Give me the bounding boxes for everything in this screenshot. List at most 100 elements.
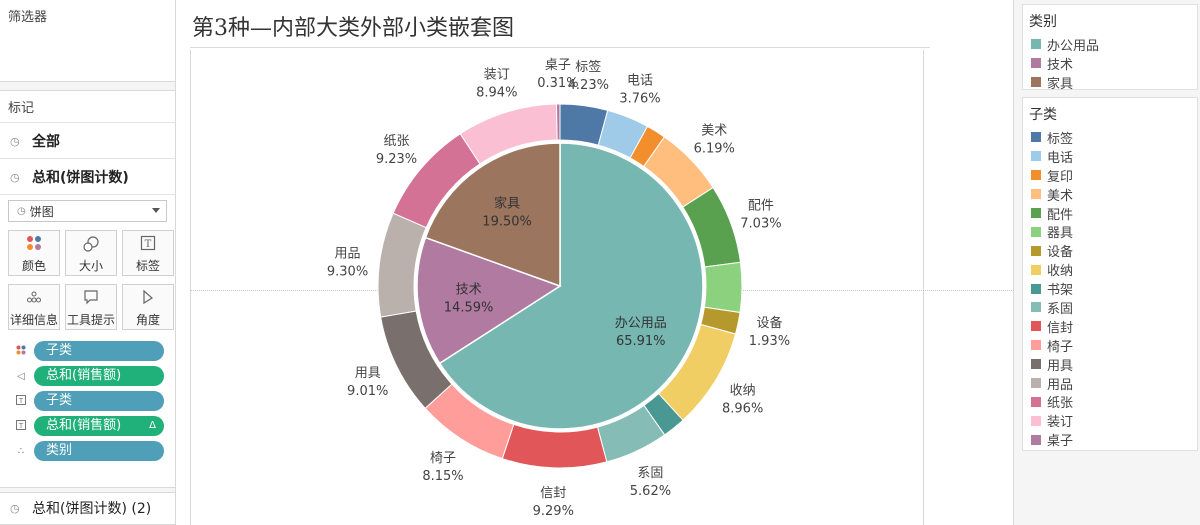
legend-label: 系固 [1047, 298, 1073, 317]
legend-label: 器具 [1047, 222, 1073, 241]
category-legend-item[interactable]: 办公用品 [1023, 35, 1197, 54]
subcategory-legend-item[interactable]: 装订 [1023, 411, 1197, 430]
filters-title: 筛选器 [0, 0, 175, 31]
tooltip-button[interactable]: 工具提示 [65, 284, 117, 330]
outer-slice-label: 装订 [484, 68, 510, 83]
size-icon [66, 235, 116, 257]
subcategory-legend-item[interactable]: 桌子 [1023, 430, 1197, 449]
outer-slice-value: 5.62% [630, 484, 671, 499]
category-legend-item[interactable]: 家具 [1023, 73, 1197, 92]
subcategory-legend-item[interactable]: 设备 [1023, 241, 1197, 260]
legend-swatch [1031, 284, 1041, 294]
mark-type-dropdown[interactable]: ◷ 饼图 [8, 200, 167, 222]
subcategory-legend-item[interactable]: 书架 [1023, 279, 1197, 298]
outer-slice-value: 9.23% [376, 152, 417, 167]
legend-swatch [1031, 359, 1041, 369]
pill-row-label-sales[interactable]: T 总和(销售额) Δ [14, 415, 164, 437]
subcategory-legend-item[interactable]: 复印 [1023, 166, 1197, 185]
pill-category[interactable]: 类别 [34, 441, 164, 461]
delta-icon: Δ [149, 416, 156, 436]
detail-icon [9, 289, 59, 311]
mark-type-value: 饼图 [30, 203, 54, 220]
legend-swatch [1031, 39, 1041, 49]
legend-label: 信封 [1047, 317, 1073, 336]
legend-label: 用具 [1047, 355, 1073, 374]
subcategory-legend-item[interactable]: 标签 [1023, 128, 1197, 147]
marks-all-tab[interactable]: ◷ 全部 [0, 123, 175, 159]
marks-all-label: 全部 [32, 131, 60, 151]
subcategory-legend-title: 子类 [1023, 98, 1197, 128]
outer-slice-value: 8.94% [476, 86, 517, 101]
legend-swatch [1031, 58, 1041, 68]
subcategory-legend-item[interactable]: 收纳 [1023, 260, 1197, 279]
outer-slice-label: 用具 [355, 366, 381, 381]
subcategory-legend-item[interactable]: 用品 [1023, 374, 1197, 393]
subcategory-legend-item[interactable]: 纸张 [1023, 392, 1197, 411]
legend-swatch [1031, 416, 1041, 426]
pill-row-color-subcategory[interactable]: 子类 [14, 340, 164, 362]
label-button[interactable]: T 标签 [122, 230, 174, 276]
tooltip-icon [66, 289, 116, 311]
legend-swatch [1031, 227, 1041, 237]
outer-slice[interactable] [704, 262, 742, 312]
color-button[interactable]: 颜色 [8, 230, 60, 276]
category-legend-item[interactable]: 技术 [1023, 54, 1197, 73]
svg-text:T: T [18, 397, 24, 405]
marks-sum-label: 总和(饼图计数) [32, 167, 129, 187]
outer-slice-label: 收纳 [730, 384, 756, 399]
pill-subcategory[interactable]: 子类 [34, 341, 164, 361]
subcategory-legend-item[interactable]: 用具 [1023, 355, 1197, 374]
inner-slice-value: 19.50% [482, 215, 532, 230]
clock-icon: ◷ [10, 502, 22, 514]
pill-subcategory-label[interactable]: 子类 [34, 391, 164, 411]
legend-label: 装订 [1047, 411, 1073, 430]
inner-slice-value: 14.59% [444, 300, 494, 315]
subcategory-legend-item[interactable]: 配件 [1023, 204, 1197, 223]
pill-row-label-subcategory[interactable]: T 子类 [14, 390, 164, 412]
marks-sum-tab[interactable]: ◷ 总和(饼图计数) [0, 159, 175, 195]
legend-swatch [1031, 265, 1041, 275]
subcategory-legend: 子类 标签 电话 复印 美术 配件 器具 设备 收纳 书架 系固 信封 椅子 用具 用品 纸张 装订 桌子 [1022, 97, 1198, 451]
pill-sum-sales[interactable]: 总和(销售额) [34, 366, 164, 386]
legend-label: 美术 [1047, 185, 1073, 204]
size-button-label: 大小 [79, 259, 103, 273]
label-icon: T [14, 420, 28, 433]
outer-slice[interactable] [556, 104, 560, 140]
subcategory-legend-item[interactable]: 系固 [1023, 298, 1197, 317]
category-legend: 类别 办公用品 技术 家具 [1022, 4, 1198, 90]
pill-row-detail-category[interactable]: ∴ 类别 [14, 440, 164, 462]
marks-sum2-tab[interactable]: ◷ 总和(饼图计数) (2) [0, 493, 175, 523]
outer-slice-label: 配件 [748, 198, 774, 213]
label-icon: T [123, 235, 173, 257]
legend-swatch [1031, 246, 1041, 256]
outer-slice-label: 椅子 [430, 451, 456, 466]
filters-card[interactable]: 筛选器 [0, 0, 175, 82]
subcategory-legend-item[interactable]: 信封 [1023, 317, 1197, 336]
label-button-label: 标签 [136, 259, 160, 273]
legend-swatch [1031, 435, 1041, 445]
color-dots-icon [9, 235, 59, 257]
subcategory-legend-item[interactable]: 椅子 [1023, 336, 1197, 355]
svg-text:T: T [18, 422, 24, 430]
left-panel: 筛选器 标记 ◷ 全部 ◷ 总和(饼图计数) ◷ 饼图 颜色 大小 [0, 0, 176, 525]
outer-slice-label: 标签 [575, 59, 601, 75]
angle-button-label: 角度 [136, 313, 160, 327]
subcategory-legend-item[interactable]: 电话 [1023, 147, 1197, 166]
outer-slice-value: 9.29% [533, 504, 574, 519]
pill-row-angle-sales[interactable]: ◁ 总和(销售额) [14, 365, 164, 387]
legend-swatch [1031, 151, 1041, 161]
label-icon: T [14, 395, 28, 408]
detail-button[interactable]: 详细信息 [8, 284, 60, 330]
angle-icon: ◁ [14, 371, 28, 382]
size-button[interactable]: 大小 [65, 230, 117, 276]
pill-sum-sales-label[interactable]: 总和(销售额) Δ [34, 416, 164, 436]
inner-slice-label: 技术 [456, 282, 482, 297]
angle-button[interactable]: 角度 [122, 284, 174, 330]
legend-label: 书架 [1047, 279, 1073, 298]
worksheet-area: 第3种—内部大类外部小类嵌套图 标签 4.23% 电话 3.76% 美术 6.19% 配件 7… [178, 0, 1013, 525]
outer-slice-label: 用品 [335, 246, 361, 261]
nested-pie-chart[interactable]: 标签 4.23% 电话 3.76% 美术 6.19% 配件 7.03% 设备 1.93% 收纳 8.9… [178, 0, 1013, 525]
subcategory-legend-item[interactable]: 器具 [1023, 222, 1197, 241]
subcategory-legend-item[interactable]: 美术 [1023, 185, 1197, 204]
outer-slice-label: 美术 [701, 124, 727, 139]
